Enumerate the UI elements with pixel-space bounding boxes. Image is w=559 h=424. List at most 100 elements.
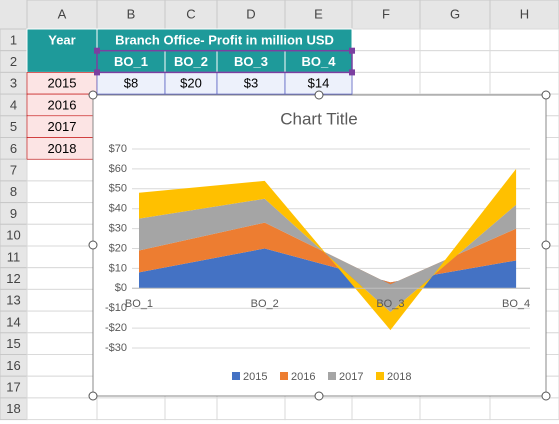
row-label: 8 [10,184,17,199]
cell[interactable] [351,71,421,95]
legend-label: 2018 [387,371,411,383]
column-header[interactable] [489,0,559,30]
value: $8 [124,76,138,91]
column-label: E [314,6,323,21]
legend-swatch [328,372,336,380]
cell[interactable] [351,397,421,421]
cell[interactable] [96,397,166,421]
chart-handle[interactable] [314,90,324,100]
cell[interactable] [351,50,421,73]
cell[interactable] [164,397,218,421]
year: 2018 [48,141,77,156]
selection-handle [349,69,355,76]
row-label: 16 [6,358,20,373]
row-label: 15 [6,336,20,351]
cell[interactable] [489,50,559,73]
column-header[interactable] [419,0,491,30]
column-header[interactable] [26,0,98,30]
row-label: 5 [10,119,17,134]
area [139,168,517,331]
column-label: A [58,6,67,21]
row-label: 6 [10,141,17,156]
chart-handle[interactable] [541,240,551,250]
row-label: 12 [6,271,20,286]
column-label: B [127,6,136,21]
row-label: 13 [6,293,20,308]
cell[interactable] [26,223,98,247]
year-header: Year [48,32,75,47]
column-header[interactable] [96,0,166,30]
cell[interactable] [26,180,98,204]
x-tick-label: BO_2 [251,298,279,310]
corner [0,0,27,29]
column-header[interactable] [164,0,218,30]
year-header-cell [26,28,98,73]
column-header[interactable] [284,0,353,30]
cell[interactable] [26,375,98,399]
y-tick-label: $60 [109,163,127,175]
chart-handle[interactable] [88,240,98,250]
chart-handle[interactable] [314,391,324,401]
column-label: D [246,6,255,21]
chart-title: Chart Title [280,109,357,128]
area [139,198,517,313]
row-label: 3 [10,76,17,91]
year: 2016 [48,97,77,112]
column-header[interactable] [351,0,421,30]
chart-handle[interactable] [88,391,98,401]
column-label: C [186,6,195,21]
legend-swatch [232,372,240,380]
y-tick-label: $20 [109,242,127,254]
cell[interactable] [26,310,98,334]
cell[interactable] [26,332,98,355]
row-label: 2 [10,54,17,69]
branch-header: BO_1 [114,54,148,69]
cell[interactable] [419,28,491,52]
cell[interactable] [26,245,98,269]
selection-handle [94,69,100,76]
column-label: H [520,6,529,21]
cell[interactable] [419,397,491,421]
y-tick-label: $50 [109,183,127,195]
x-tick-label: BO_3 [376,298,404,310]
cell[interactable] [26,267,98,290]
row-label: 10 [6,228,20,243]
cell[interactable] [489,28,559,52]
year: 2017 [48,119,77,134]
x-tick-label: BO_1 [125,298,153,310]
cell[interactable] [351,28,421,52]
column-label: F [382,6,390,21]
chart-handle[interactable] [541,90,551,100]
legend-label: 2016 [291,371,315,383]
y-tick-label: $40 [109,203,127,215]
y-tick-label: $30 [109,223,127,235]
cell[interactable] [26,397,98,421]
legend-label: 2015 [243,371,267,383]
selection-handle [94,47,100,54]
y-tick-label: $0 [115,282,127,294]
cell[interactable] [26,158,98,182]
cell[interactable] [26,202,98,225]
cell[interactable] [489,71,559,95]
row-label: 18 [6,401,20,416]
chart-handle[interactable] [541,391,551,401]
cell[interactable] [26,288,98,312]
y-tick-label: -$30 [105,342,127,354]
year: 2015 [48,76,77,91]
cell[interactable] [284,397,353,421]
group-header: Branch Office- Profit in million USD [115,32,334,47]
cell[interactable] [489,397,559,421]
cell[interactable] [216,397,286,421]
cell[interactable] [419,71,491,95]
cell[interactable] [419,50,491,73]
row-label: 7 [10,162,17,177]
chart-handle[interactable] [88,90,98,100]
branch-header: BO_3 [234,54,268,69]
column-header[interactable] [216,0,286,30]
y-tick-label: $10 [109,262,127,274]
cell[interactable] [26,354,98,377]
value: $3 [244,76,258,91]
row-label: 14 [6,314,20,329]
x-tick-label: BO_4 [502,298,530,310]
